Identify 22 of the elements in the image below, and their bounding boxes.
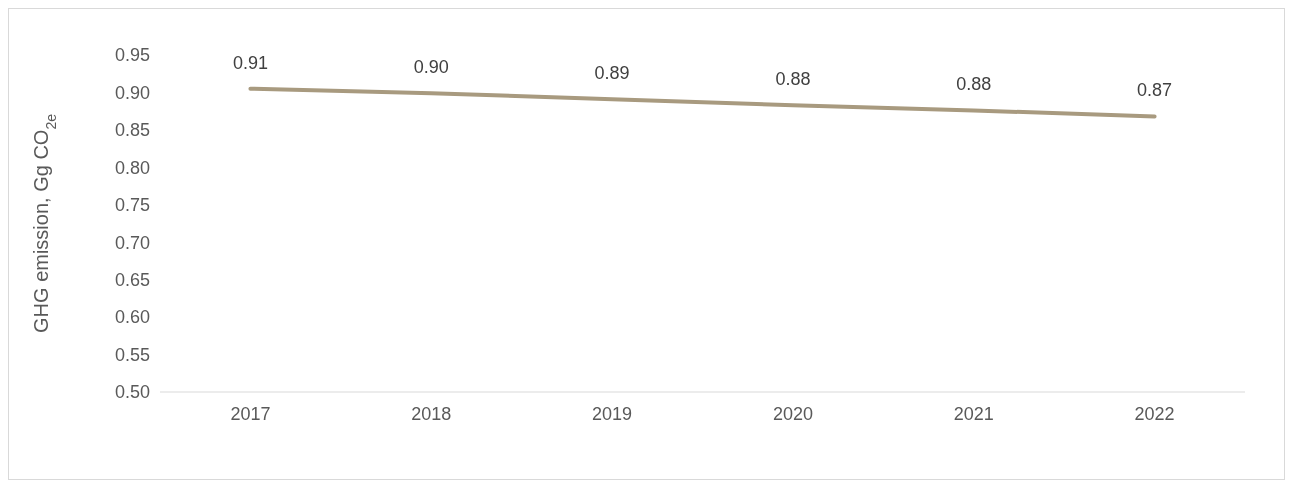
x-tick-label: 2019 (592, 404, 633, 424)
data-label: 0.88 (775, 69, 811, 90)
data-label: 0.91 (232, 52, 268, 73)
x-tick-label: 2018 (411, 404, 452, 424)
y-tick-label: 0.50 (114, 382, 150, 403)
y-tick-label: 0.85 (114, 120, 150, 141)
y-tick-label: 0.90 (114, 82, 150, 103)
y-tick-label: 0.80 (114, 157, 150, 178)
x-tick-label: 2022 (1134, 404, 1175, 424)
y-tick-label: 0.65 (114, 269, 150, 290)
data-label: 0.90 (413, 57, 449, 78)
y-tick-label: 0.95 (114, 45, 150, 66)
x-tick-label: 2021 (953, 404, 994, 424)
data-label: 0.89 (594, 63, 630, 84)
y-tick-label: 0.75 (114, 195, 150, 216)
x-tick-label: 2017 (230, 404, 271, 424)
y-tick-label: 0.70 (114, 232, 150, 253)
y-tick-label: 0.55 (114, 344, 150, 365)
data-label: 0.88 (956, 74, 992, 95)
x-tick-label: 2020 (772, 404, 813, 424)
y-tick-label: 0.60 (114, 307, 150, 328)
data-label: 0.87 (1137, 80, 1173, 101)
